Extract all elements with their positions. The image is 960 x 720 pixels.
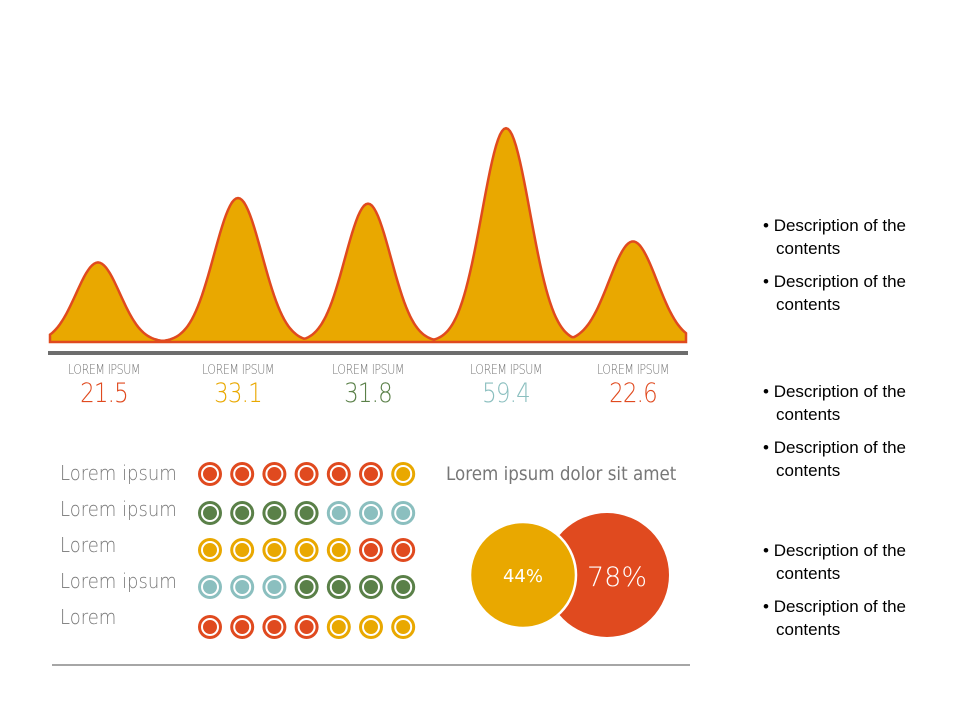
value-label: 59.4 [482,378,531,409]
dot-inner [329,618,348,636]
category-label: LOREM IPSUM [596,363,670,378]
dot-inner [201,578,219,596]
dot-inner [394,578,413,596]
venn-circle-left [468,520,578,630]
dot-inner [362,578,380,596]
dot-inner [265,504,284,522]
dot-inner [394,465,413,483]
dot-inner [265,618,284,636]
dot-matrix [198,462,416,639]
dot-inner [362,618,380,636]
dot-inner [297,465,316,483]
dot-inner [233,465,252,483]
dot-inner [394,504,413,522]
category-label: LOREM IPSUM [469,363,543,378]
row-label: Lorem ipsum [60,569,177,593]
row-label: Lorem ipsum [60,461,177,485]
category-label: LOREM IPSUM [331,363,405,378]
venn-circle-right [545,513,669,637]
dot-inner [233,504,252,522]
bullet-item: • Description of the contents [763,541,906,583]
dot-inner [233,618,252,636]
dot-inner [233,541,252,559]
dot-inner [265,541,284,559]
bullet-item: • Description of the contents [763,272,906,314]
category-label: LOREM IPSUM [67,363,141,378]
value-label: 21.5 [80,378,129,409]
bullet-item: • Description of the contents [763,438,906,480]
dot-inner [297,618,316,636]
dot-inner [201,465,219,483]
dot-inner [201,618,219,636]
dot-inner [297,541,316,559]
bullet-item: • Description of the contents [763,216,906,258]
dot-inner [201,541,219,559]
value-label: 22.6 [609,378,658,409]
dot-inner [297,578,316,596]
dot-inner [201,504,219,522]
dot-inner [394,541,413,559]
dot-inner [329,465,348,483]
value-label: 33.1 [214,378,263,409]
dot-inner [362,541,380,559]
value-label: 31.8 [344,378,393,409]
dot-inner [329,578,348,596]
venn-right-label: 78% [587,562,647,593]
venn-title: Lorem ipsum dolor sit amet [446,463,677,485]
dot-inner [265,465,284,483]
category-label: LOREM IPSUM [201,363,275,378]
dot-inner [329,541,348,559]
dot-inner [329,504,348,522]
bullet-item: • Description of the contents [763,597,906,639]
dot-inner [394,618,413,636]
row-label: Lorem [60,605,117,629]
row-label: Lorem [60,533,117,557]
bullet-item: • Description of the contents [763,382,906,424]
row-label: Lorem ipsum [60,497,177,521]
dot-inner [233,578,252,596]
dot-inner [362,504,380,522]
dot-inner [362,465,380,483]
area-series [48,126,688,344]
venn-left-label: 44% [503,566,543,587]
dot-inner [265,578,284,596]
dot-inner [297,504,316,522]
